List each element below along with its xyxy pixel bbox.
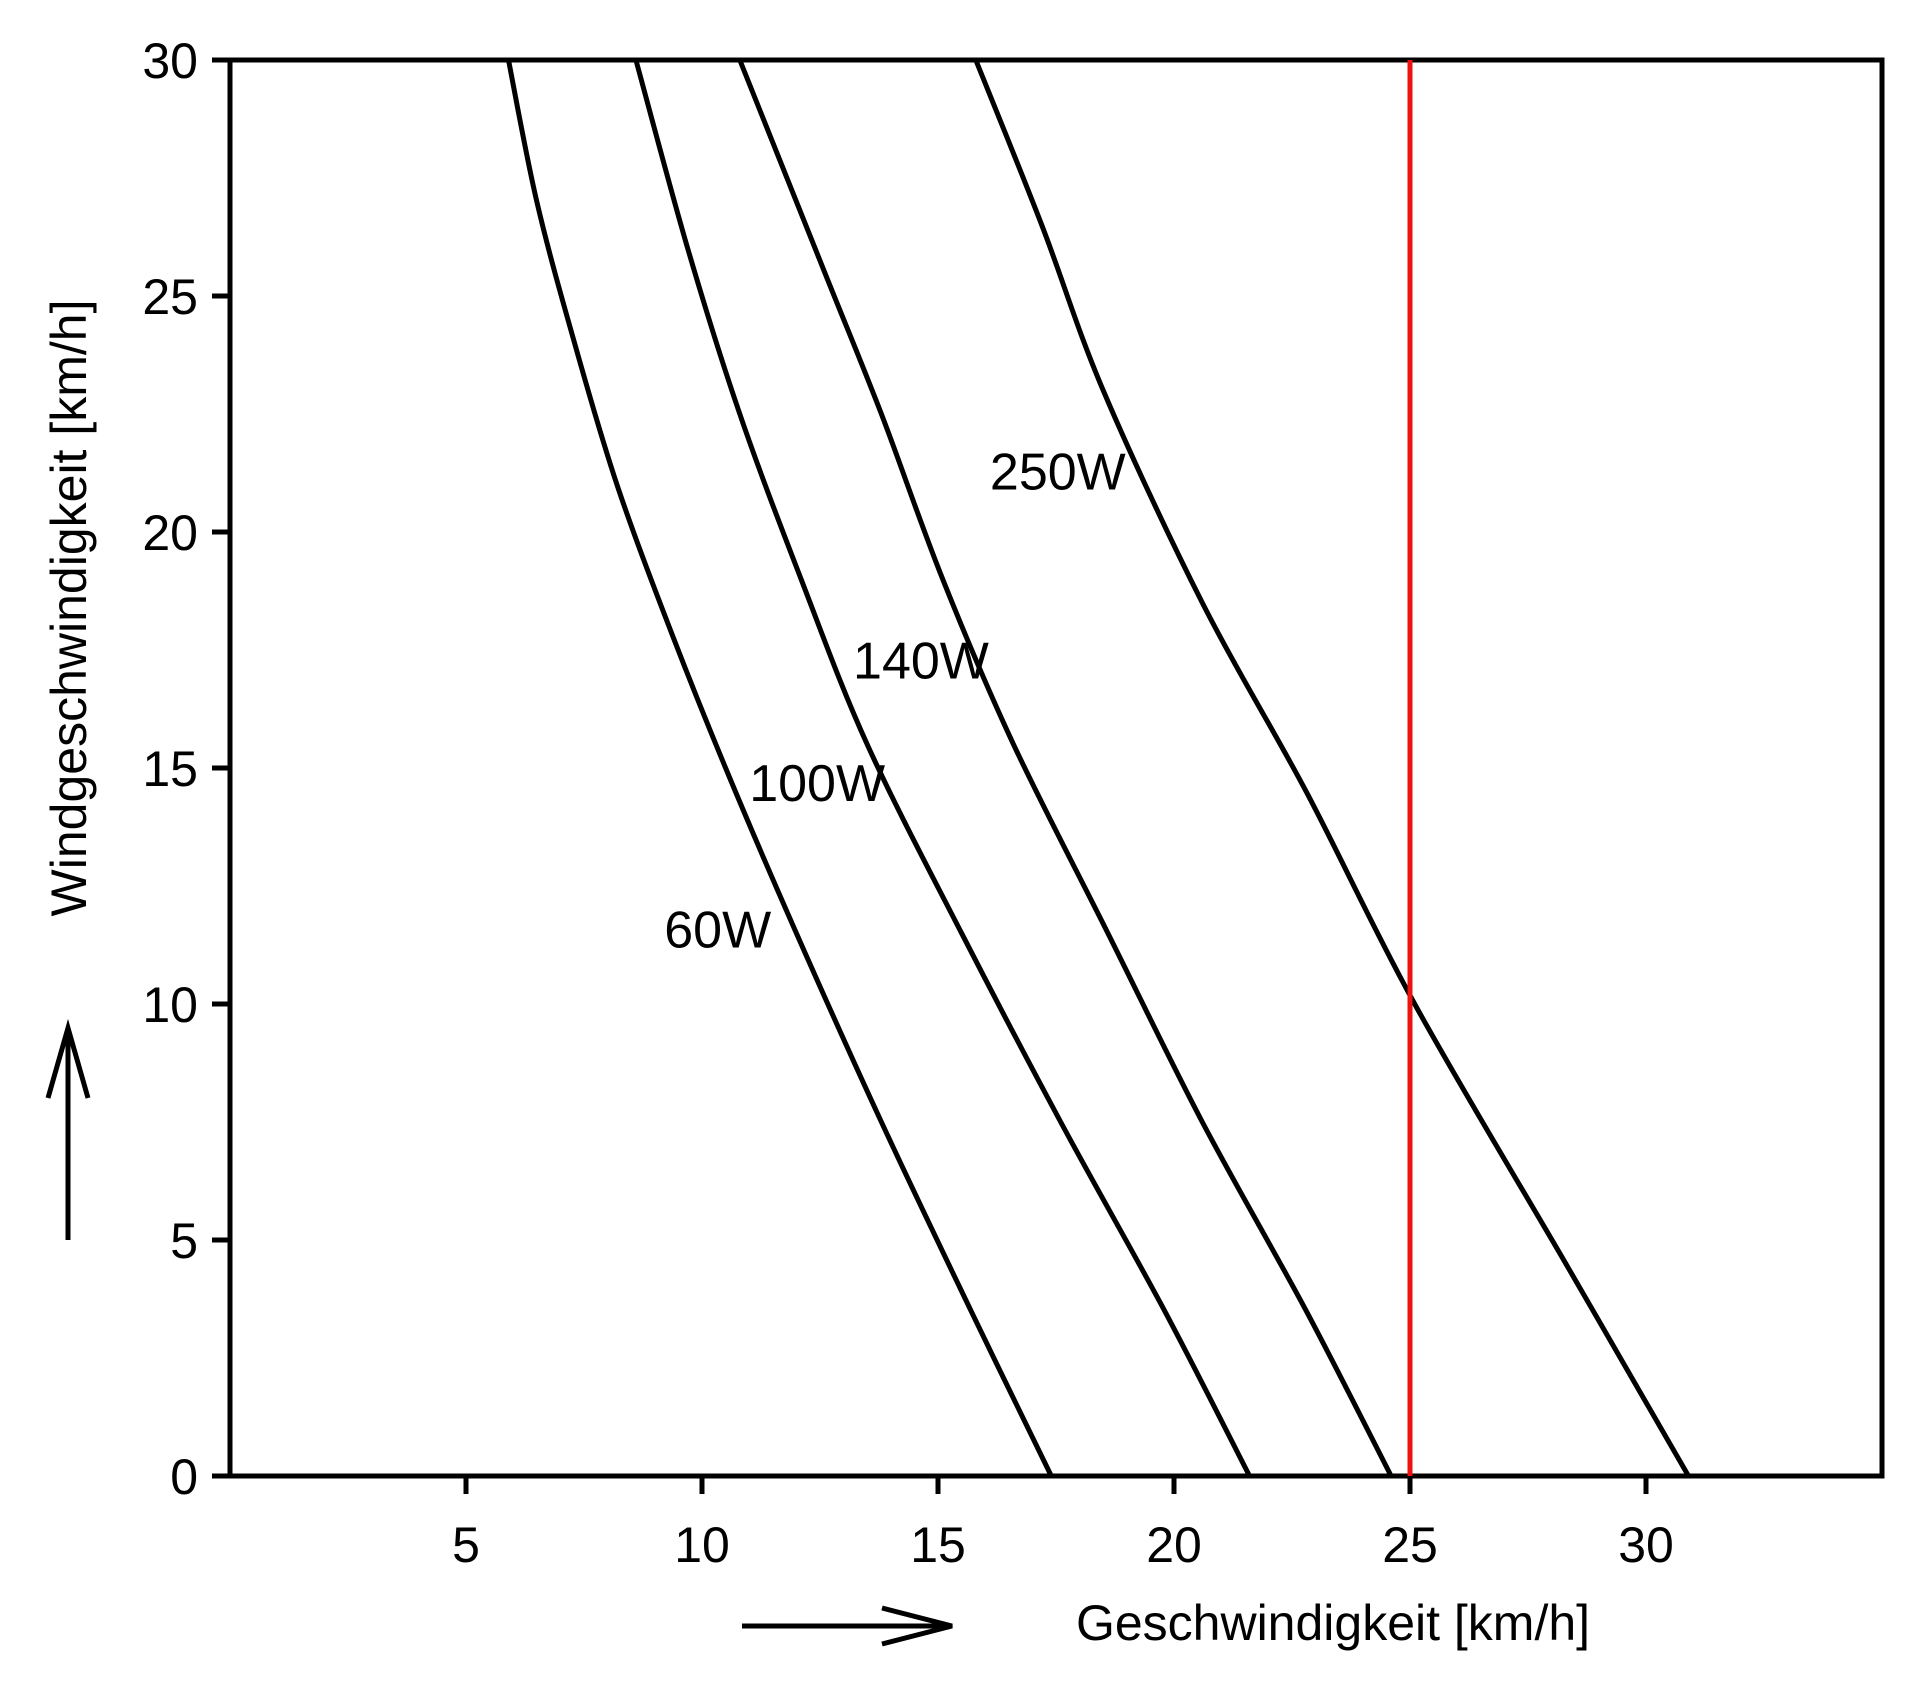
series-label-250w: 250W — [990, 444, 1126, 502]
series-label-100w: 100W — [749, 755, 885, 813]
series-label-140w: 140W — [853, 632, 989, 690]
y-axis-title-group: Windgeschwindigkeit [km/h] — [41, 300, 97, 1240]
series-layer — [506, 59, 1691, 1478]
y-tick-label: 25 — [142, 269, 198, 325]
x-axis-title-group: Geschwindigkeit [km/h] — [742, 1595, 1590, 1651]
y-tick-label: 15 — [142, 741, 198, 797]
y-tick-label: 10 — [142, 977, 198, 1033]
y-axis-arrow-icon — [45, 1018, 91, 1240]
x-ticks: 5 10 15 20 25 30 — [452, 1476, 1674, 1573]
x-axis-arrow-icon — [742, 1605, 953, 1647]
series-label-60w: 60W — [664, 901, 771, 959]
series-line-100w — [633, 59, 1252, 1478]
y-axis-label: Windgeschwindigkeit [km/h] — [41, 300, 97, 917]
y-tick-label: 30 — [142, 33, 198, 89]
x-axis-label: Geschwindigkeit [km/h] — [1076, 1595, 1590, 1651]
series-line-60w — [506, 59, 1054, 1478]
y-tick-label: 20 — [142, 505, 198, 561]
x-tick-label: 30 — [1618, 1517, 1674, 1573]
plot-frame — [227, 57, 1885, 1479]
x-tick-label: 25 — [1382, 1517, 1438, 1573]
series-label-layer: 60W 100W 140W 250W — [664, 444, 1126, 960]
y-ticks: 0 5 10 15 20 25 30 — [142, 33, 230, 1505]
y-tick-label: 0 — [170, 1449, 198, 1505]
series-line-250w — [973, 59, 1691, 1478]
plot-area-group: 5 10 15 20 25 30 0 5 10 15 20 25 30 60W 100W 140W 250W — [142, 33, 1885, 1573]
x-tick-label: 20 — [1146, 1517, 1202, 1573]
y-tick-label: 5 — [170, 1213, 198, 1269]
x-tick-label: 5 — [452, 1517, 480, 1573]
x-tick-label: 15 — [910, 1517, 966, 1573]
x-tick-label: 10 — [674, 1517, 730, 1573]
series-line-140w — [737, 59, 1394, 1478]
